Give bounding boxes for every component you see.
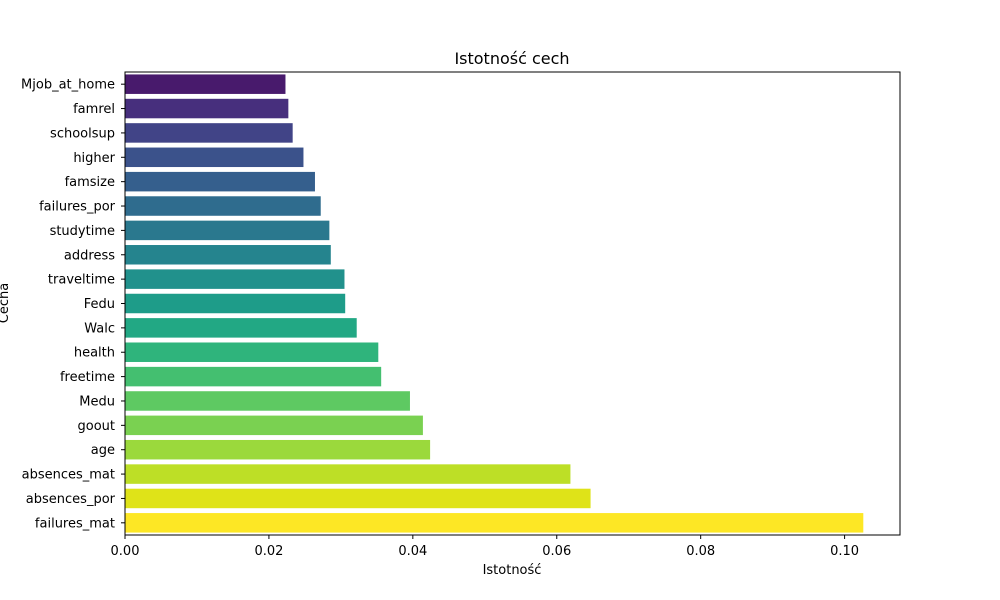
bar-freetime (125, 366, 382, 387)
bar-studytime (125, 220, 330, 241)
bar-Walc (125, 318, 357, 338)
bar-Mjob_at_home (125, 74, 286, 94)
y-tick-label: traveltime (48, 273, 115, 288)
x-axis-title: Istotność (483, 563, 542, 578)
y-tick-label: Medu (79, 394, 115, 409)
y-tick-label: freetime (60, 370, 115, 385)
y-tick-label: failures_mat (35, 516, 115, 531)
bars-layer (125, 74, 864, 533)
bar-traveltime (125, 269, 345, 289)
bar-failures_por (125, 196, 321, 216)
y-tick-label: studytime (50, 224, 115, 239)
y-tick-label: age (91, 443, 115, 458)
bar-famrel (125, 98, 289, 119)
x-tick-label: 0.00 (111, 544, 140, 559)
y-tick-label: higher (73, 151, 115, 166)
y-tick-label: schoolsup (50, 126, 115, 141)
y-tick-label: Fedu (84, 297, 115, 312)
bar-Medu (125, 391, 410, 411)
chart-title: Istotność cech (454, 49, 569, 68)
bar-schoolsup (125, 123, 293, 143)
x-tick-label: 0.04 (398, 544, 427, 559)
y-tick-label: health (74, 346, 115, 361)
bar-goout (125, 415, 423, 436)
y-tick-label: famsize (65, 175, 115, 190)
y-tick-label: Mjob_at_home (21, 78, 115, 93)
bar-absences_mat (125, 464, 571, 484)
y-axis-title: Cecha (0, 283, 12, 323)
y-tick-label: failures_por (39, 200, 116, 215)
y-tick-label: famrel (73, 102, 115, 117)
plot-frame (124, 71, 901, 536)
bar-Fedu (125, 293, 346, 314)
y-tick-label: goout (78, 419, 116, 434)
y-tick-label: absences_por (26, 492, 116, 507)
y-tick-label: absences_mat (22, 468, 115, 483)
bar-age (125, 439, 431, 460)
bar-health (125, 342, 379, 362)
y-tick-label: address (64, 248, 115, 263)
x-tick-label: 0.08 (686, 544, 715, 559)
x-tick-labels: 0.00 0.02 0.04 0.06 0.08 0.10 (111, 535, 859, 559)
bar-higher (125, 147, 304, 168)
x-tick-label: 0.10 (830, 544, 859, 559)
x-tick-label: 0.06 (542, 544, 571, 559)
bar-address (125, 245, 331, 265)
y-tick-label: Walc (84, 321, 115, 336)
bar-famsize (125, 171, 315, 192)
bar-failures_mat (125, 513, 864, 533)
x-tick-label: 0.02 (254, 544, 283, 559)
bar-absences_por (125, 488, 591, 509)
